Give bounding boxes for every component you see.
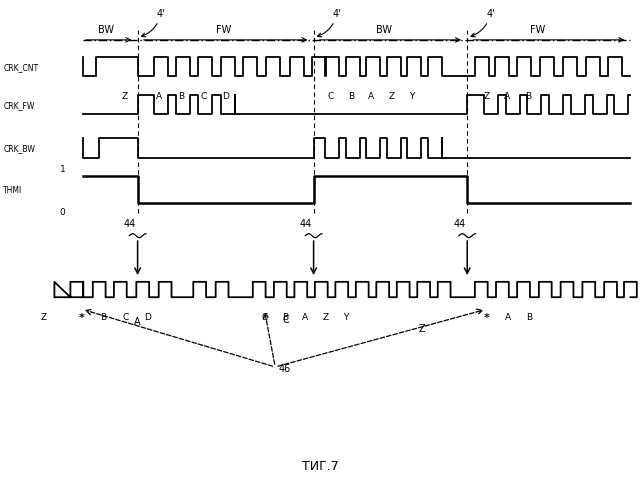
Text: 44: 44 [300,219,312,229]
Text: BW: BW [98,25,114,35]
Text: Z: Z [388,92,395,101]
Text: CRK_FW: CRK_FW [3,101,35,110]
Text: B: B [525,92,532,101]
Text: FW: FW [530,25,545,35]
Text: FW: FW [216,25,232,35]
Text: 4': 4' [471,10,495,38]
Text: B: B [348,92,354,101]
Text: C: C [282,314,289,324]
Text: B: B [100,312,107,321]
Text: A: A [368,92,374,101]
Text: D: D [144,312,150,321]
Text: ΤИГ.7: ΤИГ.7 [301,459,339,472]
Text: D: D [223,92,229,101]
Text: 0: 0 [60,208,65,217]
Text: THMI: THMI [3,186,22,195]
Text: 1: 1 [60,164,65,173]
Text: 44: 44 [453,219,466,229]
Text: A: A [504,312,511,321]
Text: Z: Z [419,324,426,334]
Text: A: A [504,92,510,101]
Text: BW: BW [376,25,392,35]
Text: A: A [156,92,162,101]
Text: B: B [178,92,184,101]
Text: Y: Y [410,92,415,101]
Text: A: A [302,312,308,321]
Text: C: C [122,312,129,321]
Text: C: C [200,92,207,101]
Text: CRK_BW: CRK_BW [3,144,35,153]
Text: *: * [483,312,490,322]
Text: Z: Z [323,312,329,321]
Text: B: B [282,312,288,321]
Text: Z: Z [40,312,47,321]
Text: 46: 46 [279,363,291,373]
Text: 4': 4' [317,10,341,38]
Text: C: C [327,92,333,101]
Text: A: A [134,317,140,326]
Text: Y: Y [344,312,349,321]
Text: Z: Z [122,92,128,101]
Text: B: B [526,312,532,321]
Text: C: C [261,312,268,321]
Text: 4': 4' [141,10,165,38]
Text: *: * [79,312,85,322]
Text: CRK_CNT: CRK_CNT [3,63,38,72]
Text: Z: Z [483,92,490,101]
Text: 44: 44 [124,219,136,229]
